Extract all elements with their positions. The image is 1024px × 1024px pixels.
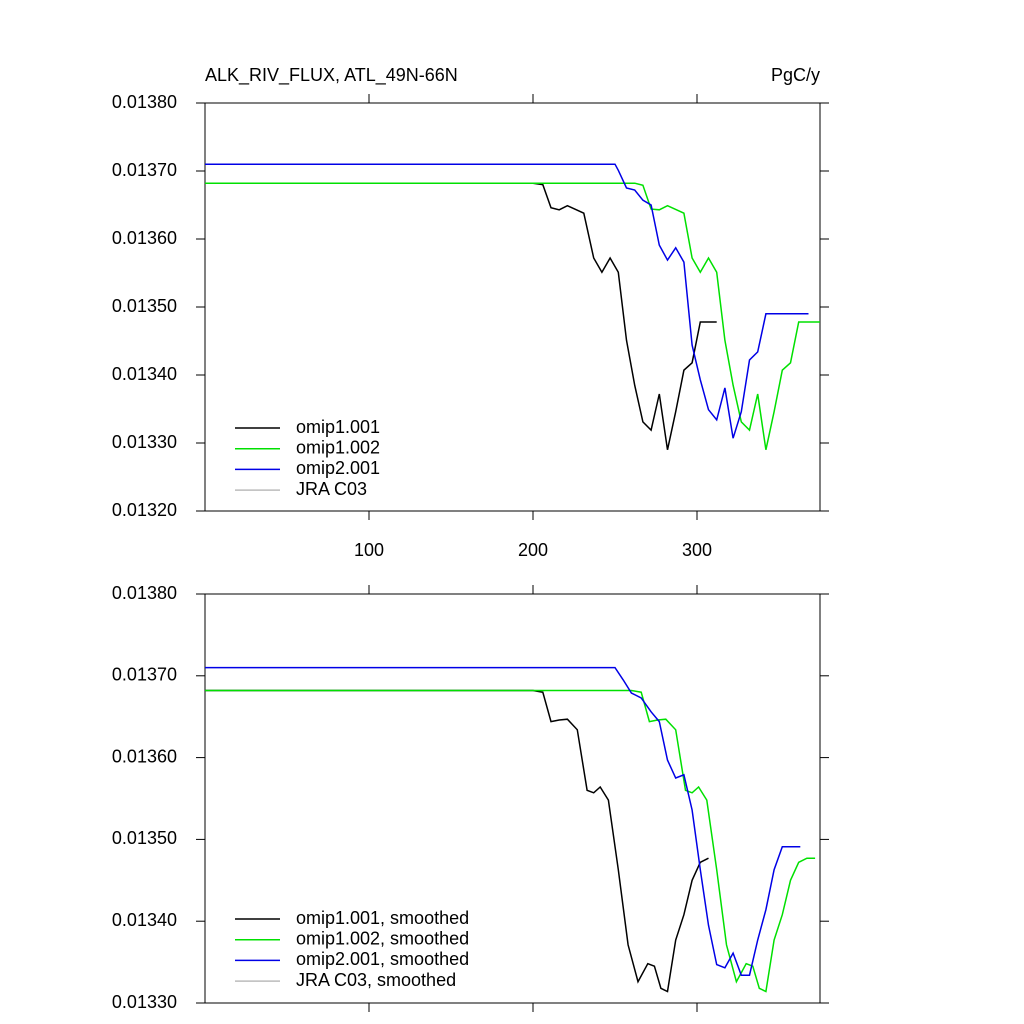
chart-title: ALK_RIV_FLUX, ATL_49N-66N — [205, 65, 458, 86]
y-tick-label: 0.01380 — [112, 583, 177, 603]
series-line — [205, 182, 717, 450]
series-line — [205, 163, 809, 439]
x-tick-label: 200 — [518, 540, 548, 560]
y-tick-label: 0.01340 — [112, 364, 177, 384]
y-tick-label: 0.01330 — [112, 432, 177, 452]
y-tick-label: 0.01350 — [112, 828, 177, 848]
x-tick-label: 100 — [354, 540, 384, 560]
units-label: PgC/y — [771, 65, 820, 85]
legend-label: omip1.002, smoothed — [296, 928, 469, 948]
y-tick-label: 0.01320 — [112, 500, 177, 520]
legend-label: omip2.001, smoothed — [296, 949, 469, 969]
y-tick-label: 0.01340 — [112, 910, 177, 930]
legend-label: omip1.001 — [296, 417, 380, 437]
y-tick-label: 0.01360 — [112, 228, 177, 248]
legend-label: omip1.002 — [296, 437, 380, 457]
y-tick-label: 0.01370 — [112, 160, 177, 180]
legend-label: JRA C03, smoothed — [296, 970, 456, 990]
y-tick-label: 0.01350 — [112, 296, 177, 316]
legend-label: JRA C03 — [296, 479, 367, 499]
series-line — [205, 666, 801, 976]
series-line — [205, 689, 816, 993]
y-tick-label: 0.01380 — [112, 92, 177, 112]
legend-label: omip2.001 — [296, 458, 380, 478]
y-tick-label: 0.01330 — [112, 992, 177, 1012]
x-tick-label: 300 — [682, 540, 712, 560]
y-tick-label: 0.01360 — [112, 746, 177, 766]
series-line — [205, 689, 709, 993]
y-tick-label: 0.01370 — [112, 665, 177, 685]
plot-frame — [204, 593, 821, 1004]
legend-label: omip1.001, smoothed — [296, 908, 469, 928]
series-line — [205, 182, 820, 450]
